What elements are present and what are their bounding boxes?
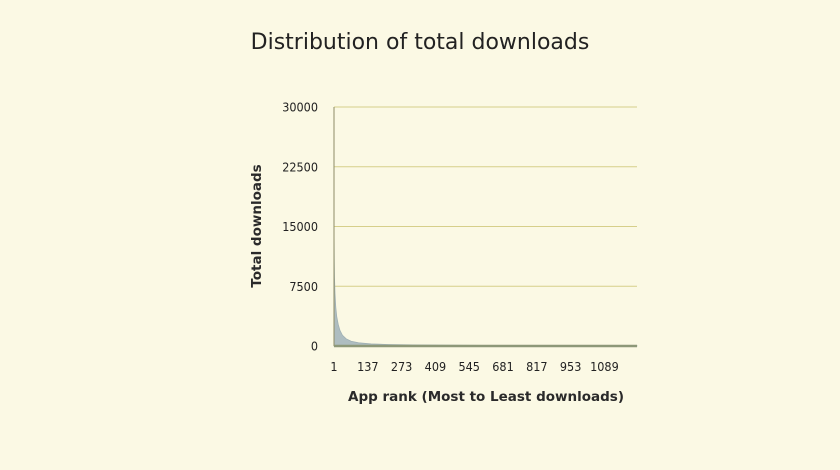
x-tick-label: 409 xyxy=(425,359,446,374)
x-tick-label: 681 xyxy=(492,359,513,374)
gridlines xyxy=(334,106,637,287)
x-tick-label: 545 xyxy=(458,359,479,374)
x-tick-label: 953 xyxy=(560,359,581,374)
x-axis-label: App rank (Most to Least downloads) xyxy=(348,389,624,405)
axes xyxy=(333,107,637,348)
y-tick-label: 30000 xyxy=(282,100,318,115)
area-series xyxy=(333,222,638,347)
y-tick-label: 7500 xyxy=(289,279,318,294)
x-tick-label: 1089 xyxy=(590,359,619,374)
y-tick-label: 15000 xyxy=(282,219,318,234)
x-tick-labels: 1 137 273 409 545 681 817 953 1089 xyxy=(330,359,618,374)
y-tick-labels: 0 7500 15000 22500 30000 xyxy=(282,100,318,354)
area-series-path xyxy=(333,222,638,347)
y-axis-label: Total downloads xyxy=(249,164,265,287)
x-tick-label: 273 xyxy=(391,359,412,374)
x-tick-label: 817 xyxy=(526,359,547,374)
chart-title: Distribution of total downloads xyxy=(250,30,590,55)
x-tick-label: 137 xyxy=(357,359,378,374)
x-tick-label: 1 xyxy=(330,359,337,374)
y-tick-label: 0 xyxy=(311,339,318,354)
y-tick-label: 22500 xyxy=(282,159,318,174)
